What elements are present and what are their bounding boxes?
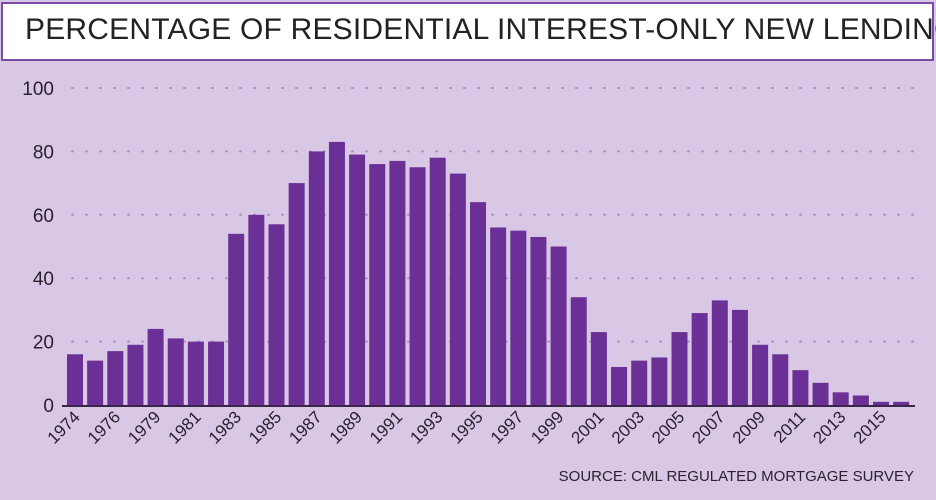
bar <box>67 354 83 405</box>
bar <box>409 167 426 405</box>
bar <box>550 246 567 405</box>
title-box: PERCENTAGE OF RESIDENTIAL INTEREST-ONLY … <box>1 2 936 61</box>
x-tick-label: 2009 <box>729 407 769 447</box>
y-tick-label: 60 <box>33 206 54 227</box>
x-tick-label: 1987 <box>285 407 325 447</box>
bar <box>873 401 889 405</box>
x-tick-label: 1983 <box>205 407 245 447</box>
x-tick-label: 2003 <box>608 407 648 447</box>
bar <box>147 328 164 405</box>
x-tick-label: 1989 <box>326 407 366 447</box>
x-tick-label: 1995 <box>447 407 487 447</box>
bar <box>369 164 386 405</box>
bar <box>651 357 668 405</box>
bar <box>490 227 507 405</box>
x-tick-label: 2005 <box>648 407 688 447</box>
bar <box>711 300 728 405</box>
bar <box>308 151 325 405</box>
bar <box>792 370 809 405</box>
bar <box>530 236 547 405</box>
bar <box>631 360 648 405</box>
bar <box>731 309 748 405</box>
y-tick-label: 0 <box>43 396 54 417</box>
x-tick-label: 2013 <box>809 407 849 447</box>
x-tick-label: 1979 <box>124 407 164 447</box>
bar <box>349 154 366 405</box>
bar <box>187 341 204 405</box>
bar <box>208 341 225 405</box>
bar <box>87 360 104 405</box>
bar <box>671 332 688 405</box>
bar <box>752 344 769 405</box>
x-tick-label: 1985 <box>245 407 285 447</box>
chart-title: PERCENTAGE OF RESIDENTIAL INTEREST-ONLY … <box>25 13 936 46</box>
bar <box>570 297 587 405</box>
bar <box>268 224 285 405</box>
bar <box>590 332 607 405</box>
bar <box>510 230 527 405</box>
bar <box>429 157 446 405</box>
source-note: SOURCE: CML REGULATED MORTGAGE SURVEY <box>558 468 914 485</box>
bar <box>288 183 305 405</box>
x-tick-label: 1997 <box>487 407 527 447</box>
bar <box>832 392 849 405</box>
bar <box>167 338 184 405</box>
bar <box>852 395 869 405</box>
bar <box>611 366 628 405</box>
bar <box>812 382 829 405</box>
bar <box>328 141 345 405</box>
bar <box>107 351 124 405</box>
y-tick-label: 80 <box>33 142 54 163</box>
bar <box>228 233 245 405</box>
x-tick-label: 1981 <box>165 407 205 447</box>
x-tick-label: 2001 <box>568 407 608 447</box>
bar <box>691 313 708 405</box>
x-tick-label: 1999 <box>527 407 567 447</box>
y-tick-label: 20 <box>33 333 54 354</box>
bar <box>389 160 406 405</box>
bar <box>772 354 789 405</box>
bar <box>248 214 265 405</box>
y-tick-label: 100 <box>22 79 54 100</box>
bar <box>449 173 466 405</box>
bar <box>893 401 910 405</box>
x-tick-label: 1976 <box>84 407 124 447</box>
bar <box>470 202 486 405</box>
x-tick-label: 1991 <box>366 407 406 447</box>
x-tick-label: 2015 <box>850 407 890 447</box>
x-tick-label: 2011 <box>770 407 809 446</box>
x-tick-label: 1993 <box>406 407 446 447</box>
bar <box>127 344 144 405</box>
x-tick-label: 2007 <box>688 407 728 447</box>
y-tick-label: 40 <box>33 269 54 290</box>
